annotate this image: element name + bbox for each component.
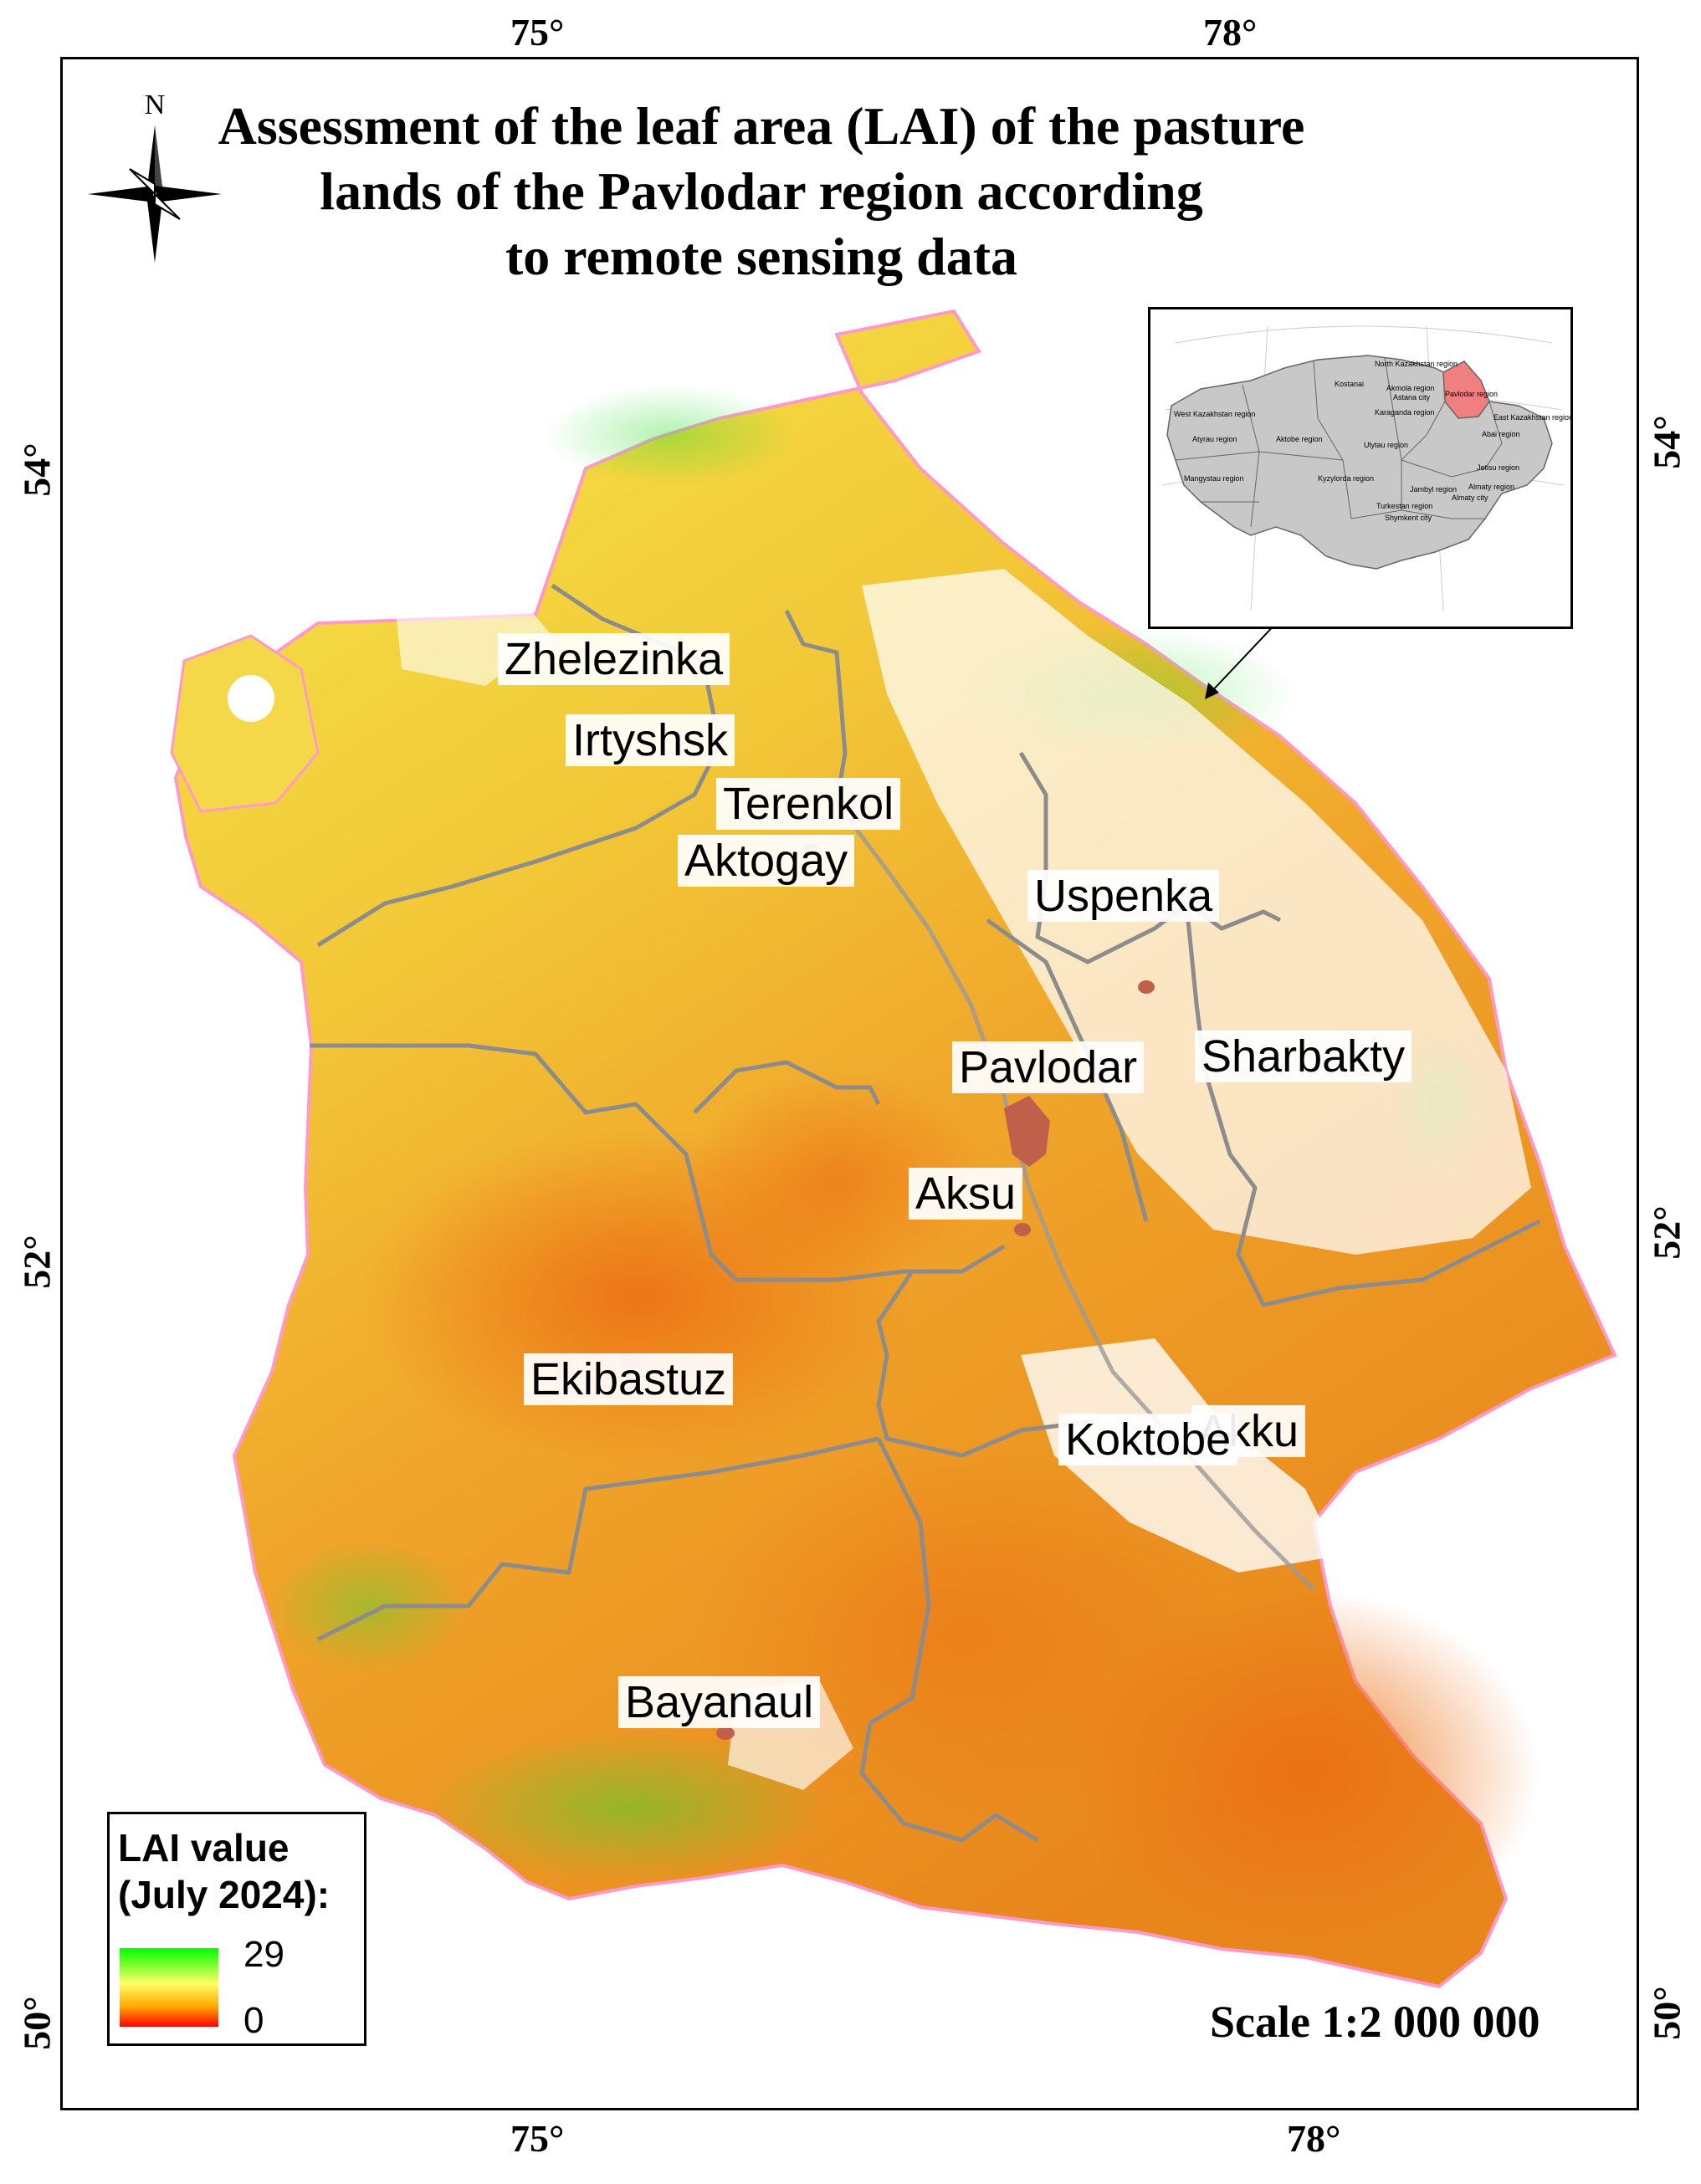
district-label-uspenka: Uspenka [1027,870,1220,922]
district-label-sharbakty: Sharbakty [1195,1031,1412,1082]
graticule-bottom-78: 78° [1287,2117,1341,2160]
district-label-pavlodar: Pavlodar [952,1041,1145,1093]
title-line-2: lands of the Pavlodar region according [320,161,1203,221]
district-label-ekibastuz: Ekibastuz [524,1353,734,1405]
district-label-irtyshsk: Irtyshsk [566,714,735,766]
inset-label-north-kazakhstan: North Kazakhstan region [1375,360,1458,368]
inset-label-kostanai: Kostanai [1335,380,1364,388]
inset-label-almaty-city: Almaty city [1452,494,1488,502]
inset-label-mangystau: Mangystau region [1184,474,1244,483]
inset-label-abai: Abai region [1482,430,1520,438]
inset-kazakhstan-map: North Kazakhstan region Kostanai Akmola … [1161,325,1570,611]
inset-label-turkestan: Turkestan region [1376,502,1432,510]
title-line-1: Assessment of the leaf area (LAI) of the… [218,96,1305,156]
irtysh-river [835,801,1315,1591]
district-label-aktogay: Aktogay [678,835,855,887]
legend-title: LAI value (July 2024): [118,1824,330,1918]
aksu-city [1014,1223,1031,1236]
inset-label-atyrau: Atyrau region [1192,435,1237,443]
legend-title-line-1: LAI value [118,1826,289,1869]
legend-max-value: 29 [243,1934,284,1975]
inset-label-akmola: Akmola region [1386,384,1435,392]
inset-label-almaty-region: Almaty region [1468,483,1514,491]
legend-title-line-2: (July 2024): [118,1873,330,1916]
inset-label-east-kazakhstan: East Kazakhstan region [1493,413,1570,422]
uspenka-village [1138,980,1155,994]
north-label: N [145,90,166,120]
district-label-zhelezinka: Zhelezinka [498,633,730,685]
district-label-koktobe: Koktobe [1058,1414,1238,1465]
inset-label-astana: Astana city [1393,393,1431,402]
graticule-bottom-75: 75° [510,2117,565,2160]
pavlodar-city [1004,1096,1050,1167]
district-label-aksu: Aksu [909,1168,1023,1220]
legend-min-value: 0 [243,2000,264,2041]
district-label-bayanaul: Bayanaul [618,1676,821,1728]
legend-color-ramp [120,1948,218,2027]
district-label-terenkol: Terenkol [716,778,901,830]
map-scale: Scale 1:2 000 000 [1210,1997,1540,2047]
inset-label-karaganda: Karaganda region [1375,408,1435,417]
compass-rose-icon: N [88,90,222,263]
inset-label-kyzylorda: Kyzylorda region [1318,474,1374,483]
inset-label-pavlodar: Pavlodar region [1445,390,1498,398]
pavlodar-region-highlight [1442,361,1490,419]
lai-legend: LAI value (July 2024): 29 0 [107,1812,366,2046]
western-lobe [170,634,320,813]
inset-label-shymkent: Shymkent city [1385,514,1432,522]
graticule-top-75: 75° [510,11,565,54]
title-line-3: to remote sensing data [505,227,1018,286]
graticule-top-78: 78° [1203,11,1258,54]
inset-label-aktobe: Aktobe region [1276,435,1323,443]
bayanaul-village [716,1726,735,1740]
inset-label-west-kazakhstan: West Kazakhstan region [1174,410,1255,418]
inset-label-jetisu: Jetisu region [1477,463,1519,472]
inset-locator-map: North Kazakhstan region Kostanai Akmola … [1148,307,1573,629]
map-title: Assessment of the leaf area (LAI) of the… [218,94,1305,289]
inset-label-ulytau: Ulytau region [1364,441,1408,449]
inset-label-jambyl: Jambyl region [1410,485,1457,494]
